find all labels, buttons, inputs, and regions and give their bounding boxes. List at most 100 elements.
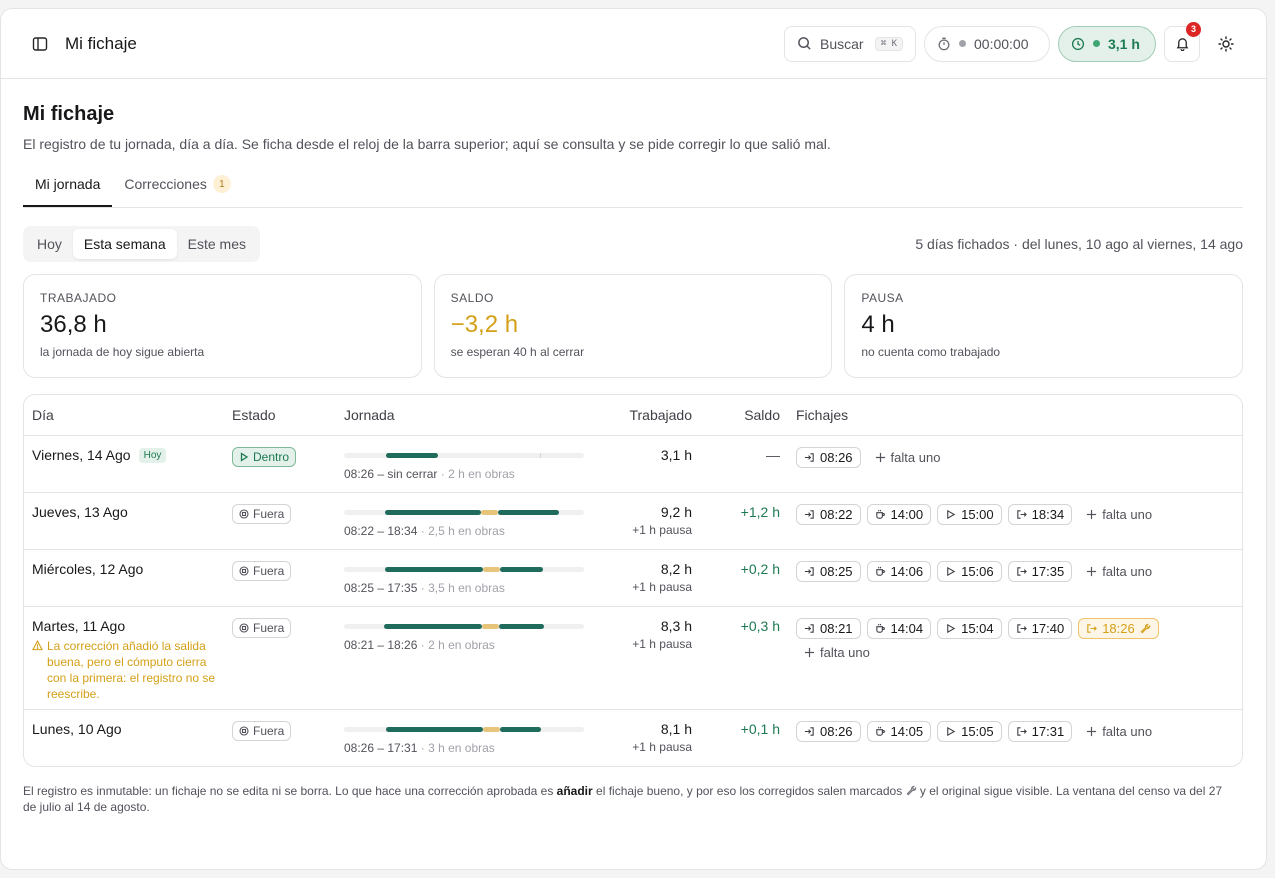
coffee-icon [875,623,886,634]
footer-note: El registro es inmutable: un fichaje no … [23,783,1223,815]
col-saldo: Saldo [744,407,780,423]
work-segment [498,510,559,515]
top-bar: Mi fichaje Buscar ⌘ K 00:00:00 3,1 h 3 [1,9,1266,79]
search-label: Buscar [820,35,864,52]
tab-count-badge: 1 [212,175,231,193]
punch-out-chip[interactable]: 17:40 [1007,618,1073,639]
footer-text-2: el fichaje bueno, y por eso los corregid… [592,784,903,798]
active-dot [1093,40,1100,47]
punch-in-chip[interactable]: 08:25 [796,561,861,582]
status-badge: Dentro [232,447,297,467]
day-name: Lunes, 10 Ago [32,721,122,737]
tab-correcciones[interactable]: Correcciones 1 [112,170,242,207]
punch-out-chip[interactable]: 17:31 [1007,721,1073,742]
clock-value: 3,1 h [1108,35,1140,52]
sidebar-toggle-icon[interactable] [29,33,51,55]
balance-value: +0,1 h [740,721,780,737]
table-row[interactable]: Martes, 11 Ago La corrección añadió la s… [24,607,1242,710]
tab-mi-jornada[interactable]: Mi jornada [23,170,113,207]
punch-out-chip[interactable]: 17:35 [1007,561,1073,582]
clock-button[interactable]: 3,1 h [1058,25,1156,62]
corrected-punch-out-chip[interactable]: 18:26 [1078,618,1159,639]
col-fichajes: Fichajes [796,407,849,423]
coffee-icon [875,566,886,577]
theme-toggle-button[interactable] [1208,26,1244,62]
stop-icon [239,726,249,736]
punch-time: 08:25 [820,564,853,579]
add-missing-button[interactable]: falta uno [804,645,870,660]
wrench-icon [1140,623,1151,634]
table-row[interactable]: Jueves, 13 Ago Fuera 08:22 – 18:34 · 2,5… [24,493,1242,550]
resume-chip[interactable]: 15:00 [937,504,1002,525]
table-row[interactable]: Viernes, 14 Ago Hoy Dentro 08:26 – sin ce… [24,436,1242,493]
tab-label: Mi jornada [35,176,101,192]
punch-time: 18:34 [1031,507,1065,522]
day-name: Martes, 11 Ago [32,618,126,634]
punch-in-chip[interactable]: 08:26 [796,721,861,742]
sign-in-icon [804,566,815,577]
shift-range: 08:21 – 18:26 [344,638,418,652]
day-name: Miércoles, 12 Ago [32,561,144,577]
table-row[interactable]: Lunes, 10 Ago Fuera 08:26 – 17:31 · 3 h … [32,721,1153,755]
search-icon [797,36,812,51]
period-hoy[interactable]: Hoy [37,236,62,252]
resume-chip[interactable]: 15:06 [937,561,1002,582]
stopwatch-icon [937,37,951,51]
range-summary: 5 días fichados · del lunes, 10 ago al v… [915,236,1243,252]
punch-in-chip[interactable]: 08:21 [796,618,861,639]
sign-out-icon [1086,623,1098,634]
period-esta-semana[interactable]: Esta semana [72,229,177,259]
warning-icon [32,640,43,702]
sign-in-icon [804,623,815,634]
status-badge: Fuera [232,721,292,741]
correction-warning: La corrección añadió la salida buena, pe… [32,638,232,702]
pause-start-chip[interactable]: 14:00 [866,504,932,525]
pause-note: +1 h pausa [632,580,692,594]
worked-value: 9,2 h [660,504,692,520]
add-missing-button[interactable]: falta uno [875,450,940,465]
punch-time: 14:00 [890,507,924,522]
obras-hours: 3,5 h en obras [428,581,505,595]
punch-in-chip[interactable]: 08:22 [796,504,861,525]
pause-start-chip[interactable]: 14:05 [866,721,932,742]
play-icon [945,623,956,634]
punch-time: 14:06 [890,564,924,579]
work-segment [500,727,541,732]
period-este-mes[interactable]: Este mes [187,236,246,252]
obras-hours: 2 h en obras [428,638,495,652]
pause-start-chip[interactable]: 14:04 [866,618,932,639]
pause-segment [482,624,499,629]
worked-value: 8,3 h [660,618,692,634]
sign-out-icon [1016,566,1027,577]
stop-icon [239,623,249,633]
pause-start-chip[interactable]: 14:06 [866,561,932,582]
notifications-button[interactable]: 3 [1164,21,1201,62]
sign-out-icon [1016,726,1027,737]
search-button[interactable]: Buscar ⌘ K [784,25,916,62]
balance-value: +1,2 h [740,504,780,520]
add-missing-button[interactable]: falta uno [1086,507,1152,522]
resume-chip[interactable]: 15:04 [937,618,1002,639]
add-missing-button[interactable]: falta uno [1086,564,1152,579]
days-table: Día Estado Jornada Trabajado Saldo Ficha… [23,394,1243,767]
resume-chip[interactable]: 15:05 [937,721,1002,742]
card-label: TRABAJADO [40,291,117,305]
punch-in-chip[interactable]: 08:26 [796,447,861,468]
balance-value: +0,3 h [740,618,780,634]
timer-button[interactable]: 00:00:00 [924,25,1050,62]
plus-icon [804,647,815,658]
add-missing-button[interactable]: falta uno [1086,724,1152,739]
status-badge: Fuera [232,504,292,524]
shift-range: 08:26 – sin cerrar [344,467,438,481]
work-segment [386,453,438,458]
play-icon [945,726,956,737]
coffee-icon [875,509,886,520]
warning-text: La corrección añadió la salida buena, pe… [47,639,216,701]
worked-value: 3,1 h [660,447,692,463]
table-row[interactable]: Miércoles, 12 Ago Fuera 08:25 – 17:35 · … [24,550,1242,607]
punch-time: 17:35 [1031,564,1065,579]
punch-out-chip[interactable]: 18:34 [1007,504,1073,525]
punch-time: 15:06 [961,564,994,579]
pause-note: +1 h pausa [632,740,692,754]
obras-hours: 2 h en obras [448,467,515,481]
